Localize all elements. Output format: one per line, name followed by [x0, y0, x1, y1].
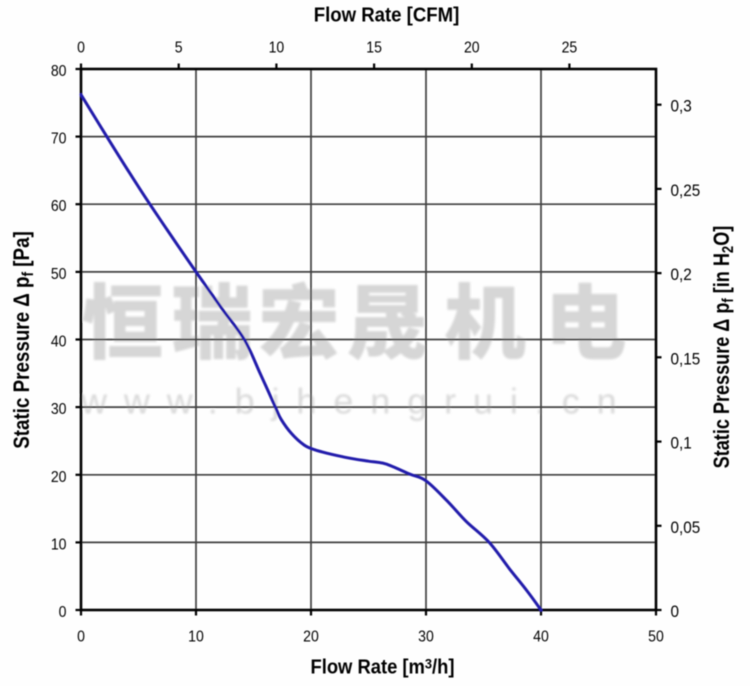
svg-text:20: 20 — [51, 468, 67, 486]
svg-text:70: 70 — [51, 130, 67, 148]
svg-text:0,25: 0,25 — [671, 181, 701, 200]
svg-text:60: 60 — [51, 197, 67, 215]
svg-text:10: 10 — [269, 39, 285, 57]
svg-text:Static Pressure Δ pf [in H2O]: Static Pressure Δ pf [in H2O] — [710, 226, 737, 469]
svg-text:0: 0 — [77, 628, 85, 646]
svg-text:25: 25 — [562, 39, 578, 57]
svg-text:15: 15 — [366, 39, 382, 57]
svg-text:0: 0 — [77, 39, 85, 57]
svg-text:0,2: 0,2 — [671, 265, 692, 284]
svg-text:20: 20 — [303, 628, 319, 646]
svg-text:40: 40 — [51, 333, 67, 351]
svg-text:0,1: 0,1 — [671, 434, 692, 453]
svg-text:50: 50 — [648, 628, 664, 646]
svg-text:0,05: 0,05 — [671, 518, 701, 537]
svg-text:0,15: 0,15 — [671, 350, 701, 369]
svg-text:Static Pressure Δ pf [Pa]: Static Pressure Δ pf [Pa] — [10, 231, 38, 449]
svg-text:20: 20 — [464, 39, 480, 57]
svg-text:30: 30 — [51, 400, 67, 418]
svg-text:5: 5 — [175, 39, 183, 57]
svg-text:0: 0 — [671, 602, 680, 621]
svg-text:10: 10 — [188, 628, 204, 646]
svg-text:30: 30 — [418, 628, 434, 646]
svg-text:Flow Rate [m3/h]: Flow Rate [m3/h] — [310, 656, 454, 679]
svg-text:10: 10 — [51, 536, 67, 554]
svg-text:0: 0 — [59, 603, 67, 621]
svg-text:Flow Rate [CFM]: Flow Rate [CFM] — [314, 5, 460, 27]
svg-text:0,3: 0,3 — [671, 97, 692, 116]
svg-text:40: 40 — [533, 628, 549, 646]
svg-text:80: 80 — [51, 62, 67, 80]
svg-text:50: 50 — [51, 265, 67, 283]
svg-text:www.bjhengrui.cn: www.bjhengrui.cn — [80, 381, 634, 422]
